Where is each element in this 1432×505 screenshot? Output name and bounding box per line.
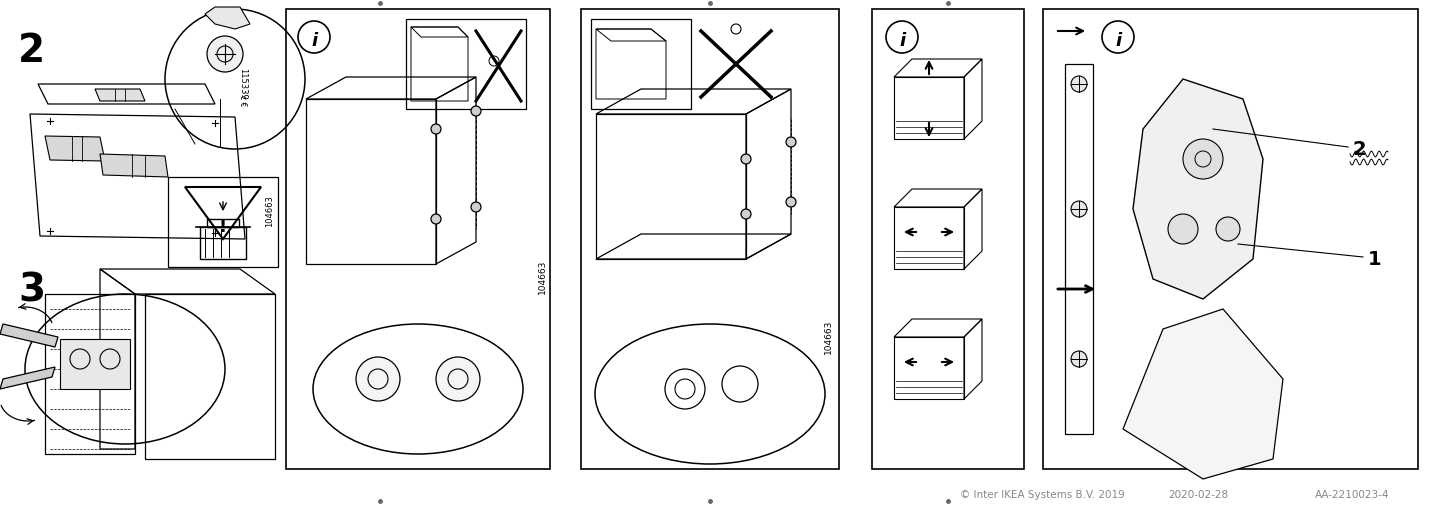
Circle shape bbox=[1071, 351, 1087, 367]
Bar bbox=[200, 228, 246, 260]
Circle shape bbox=[1169, 215, 1199, 244]
Circle shape bbox=[740, 210, 750, 220]
Polygon shape bbox=[95, 90, 145, 102]
Polygon shape bbox=[0, 324, 59, 347]
Polygon shape bbox=[100, 155, 168, 178]
Circle shape bbox=[1071, 77, 1087, 93]
Circle shape bbox=[1183, 140, 1223, 180]
Text: 2: 2 bbox=[1353, 140, 1366, 159]
Bar bbox=[591, 20, 692, 110]
Text: i: i bbox=[899, 32, 905, 50]
Text: i: i bbox=[311, 32, 316, 50]
Text: 1: 1 bbox=[1368, 249, 1382, 269]
Bar bbox=[168, 178, 278, 268]
Text: 2020-02-28: 2020-02-28 bbox=[1169, 489, 1229, 499]
Text: !: ! bbox=[219, 218, 228, 235]
Bar bbox=[286, 10, 550, 469]
Circle shape bbox=[786, 138, 796, 147]
Text: 115339: 115339 bbox=[238, 68, 246, 99]
Circle shape bbox=[471, 107, 481, 117]
Polygon shape bbox=[0, 367, 54, 389]
Polygon shape bbox=[1123, 310, 1283, 479]
Circle shape bbox=[208, 37, 243, 73]
Bar bbox=[581, 10, 839, 469]
Bar bbox=[1065, 65, 1093, 434]
Text: 3: 3 bbox=[19, 272, 46, 310]
Text: i: i bbox=[1116, 32, 1121, 50]
Circle shape bbox=[1071, 201, 1087, 218]
Text: c €: c € bbox=[238, 95, 246, 106]
Text: © Inter IKEA Systems B.V. 2019: © Inter IKEA Systems B.V. 2019 bbox=[959, 489, 1124, 499]
Circle shape bbox=[786, 197, 796, 208]
Circle shape bbox=[740, 155, 750, 165]
Polygon shape bbox=[205, 8, 251, 30]
Circle shape bbox=[431, 215, 441, 225]
Text: 2: 2 bbox=[19, 32, 46, 70]
Text: 104663: 104663 bbox=[823, 319, 833, 354]
Circle shape bbox=[431, 125, 441, 135]
Bar bbox=[208, 220, 239, 228]
Circle shape bbox=[435, 358, 480, 401]
Text: AA-2210023-4: AA-2210023-4 bbox=[1315, 489, 1389, 499]
Bar bbox=[407, 20, 526, 110]
Text: 104663: 104663 bbox=[265, 194, 274, 226]
Polygon shape bbox=[1133, 80, 1263, 299]
Circle shape bbox=[1216, 218, 1240, 241]
Bar bbox=[1042, 10, 1418, 469]
Circle shape bbox=[357, 358, 400, 401]
Bar bbox=[60, 339, 130, 389]
Polygon shape bbox=[44, 137, 105, 162]
Text: 104663: 104663 bbox=[538, 260, 547, 294]
Circle shape bbox=[471, 203, 481, 213]
Bar bbox=[872, 10, 1024, 469]
